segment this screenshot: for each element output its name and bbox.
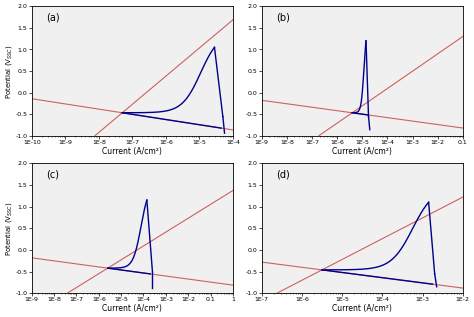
X-axis label: Current (A/cm²): Current (A/cm²) bbox=[332, 304, 392, 313]
X-axis label: Current (A/cm²): Current (A/cm²) bbox=[102, 304, 162, 313]
Text: (a): (a) bbox=[46, 13, 59, 23]
Text: (d): (d) bbox=[276, 170, 290, 180]
Y-axis label: Potential (V$_{SSC}$): Potential (V$_{SSC}$) bbox=[4, 201, 14, 256]
Text: (b): (b) bbox=[276, 13, 290, 23]
X-axis label: Current (A/cm²): Current (A/cm²) bbox=[102, 147, 162, 156]
Y-axis label: Potential (V$_{SSC}$): Potential (V$_{SSC}$) bbox=[4, 44, 14, 99]
X-axis label: Current (A/cm²): Current (A/cm²) bbox=[332, 147, 392, 156]
Text: (c): (c) bbox=[46, 170, 59, 180]
